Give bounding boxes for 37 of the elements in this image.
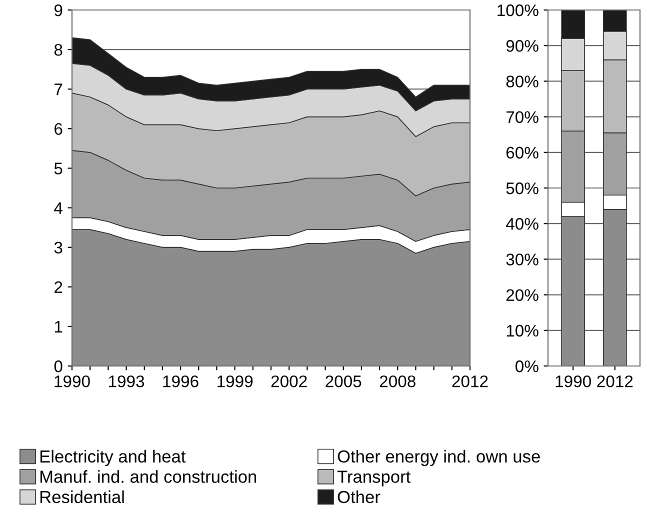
y-tick-label: 70% [506,111,538,124]
legend-label: Manuf. ind. and construction [40,470,256,483]
y-tick-label: 80% [506,76,538,88]
x-tick-label: 1990 [54,375,90,388]
y-tick-label: 6 [54,123,62,135]
y-tick-label: 10% [506,324,538,337]
x-tick-label: 2005 [326,375,362,388]
y-tick-label: 40% [506,218,538,230]
y-tick-label: 60% [506,146,538,159]
legend-label: Other [338,490,380,504]
y-tick-label: 50% [506,182,538,194]
y-tick-label: 1 [54,321,62,332]
legend-label: Electricity and heat [40,450,186,466]
y-tick-label: 20% [506,289,538,302]
x-tick-label: 1993 [109,375,144,388]
x-tick-label: 1990 [556,375,591,388]
x-tick-label: 2002 [271,375,307,388]
legend-label: Other energy ind. own use [338,450,540,466]
y-tick-label: 9 [54,4,62,16]
y-tick-label: 2 [54,281,62,293]
y-tick-label: 3 [54,242,62,254]
x-tick-label: 2012 [452,375,488,388]
y-tick-label: 7 [54,84,62,96]
y-tick-label: 4 [54,202,62,214]
legend-label: Residential [40,490,124,504]
y-tick-label: 100% [498,4,538,16]
y-tick-label: 90% [506,40,538,52]
y-tick-label: 8 [54,44,62,56]
x-tick-label: 2012 [597,375,633,388]
x-tick-label: 1999 [218,375,253,388]
y-tick-label: 0% [516,360,538,372]
x-tick-label: 2008 [380,375,416,388]
x-tick-label: 1996 [163,375,198,388]
y-tick-label: 5 [54,162,62,174]
y-tick-label: 30% [506,254,538,266]
legend-label: Transport [337,470,411,486]
y-tick-label: 0 [54,360,62,372]
